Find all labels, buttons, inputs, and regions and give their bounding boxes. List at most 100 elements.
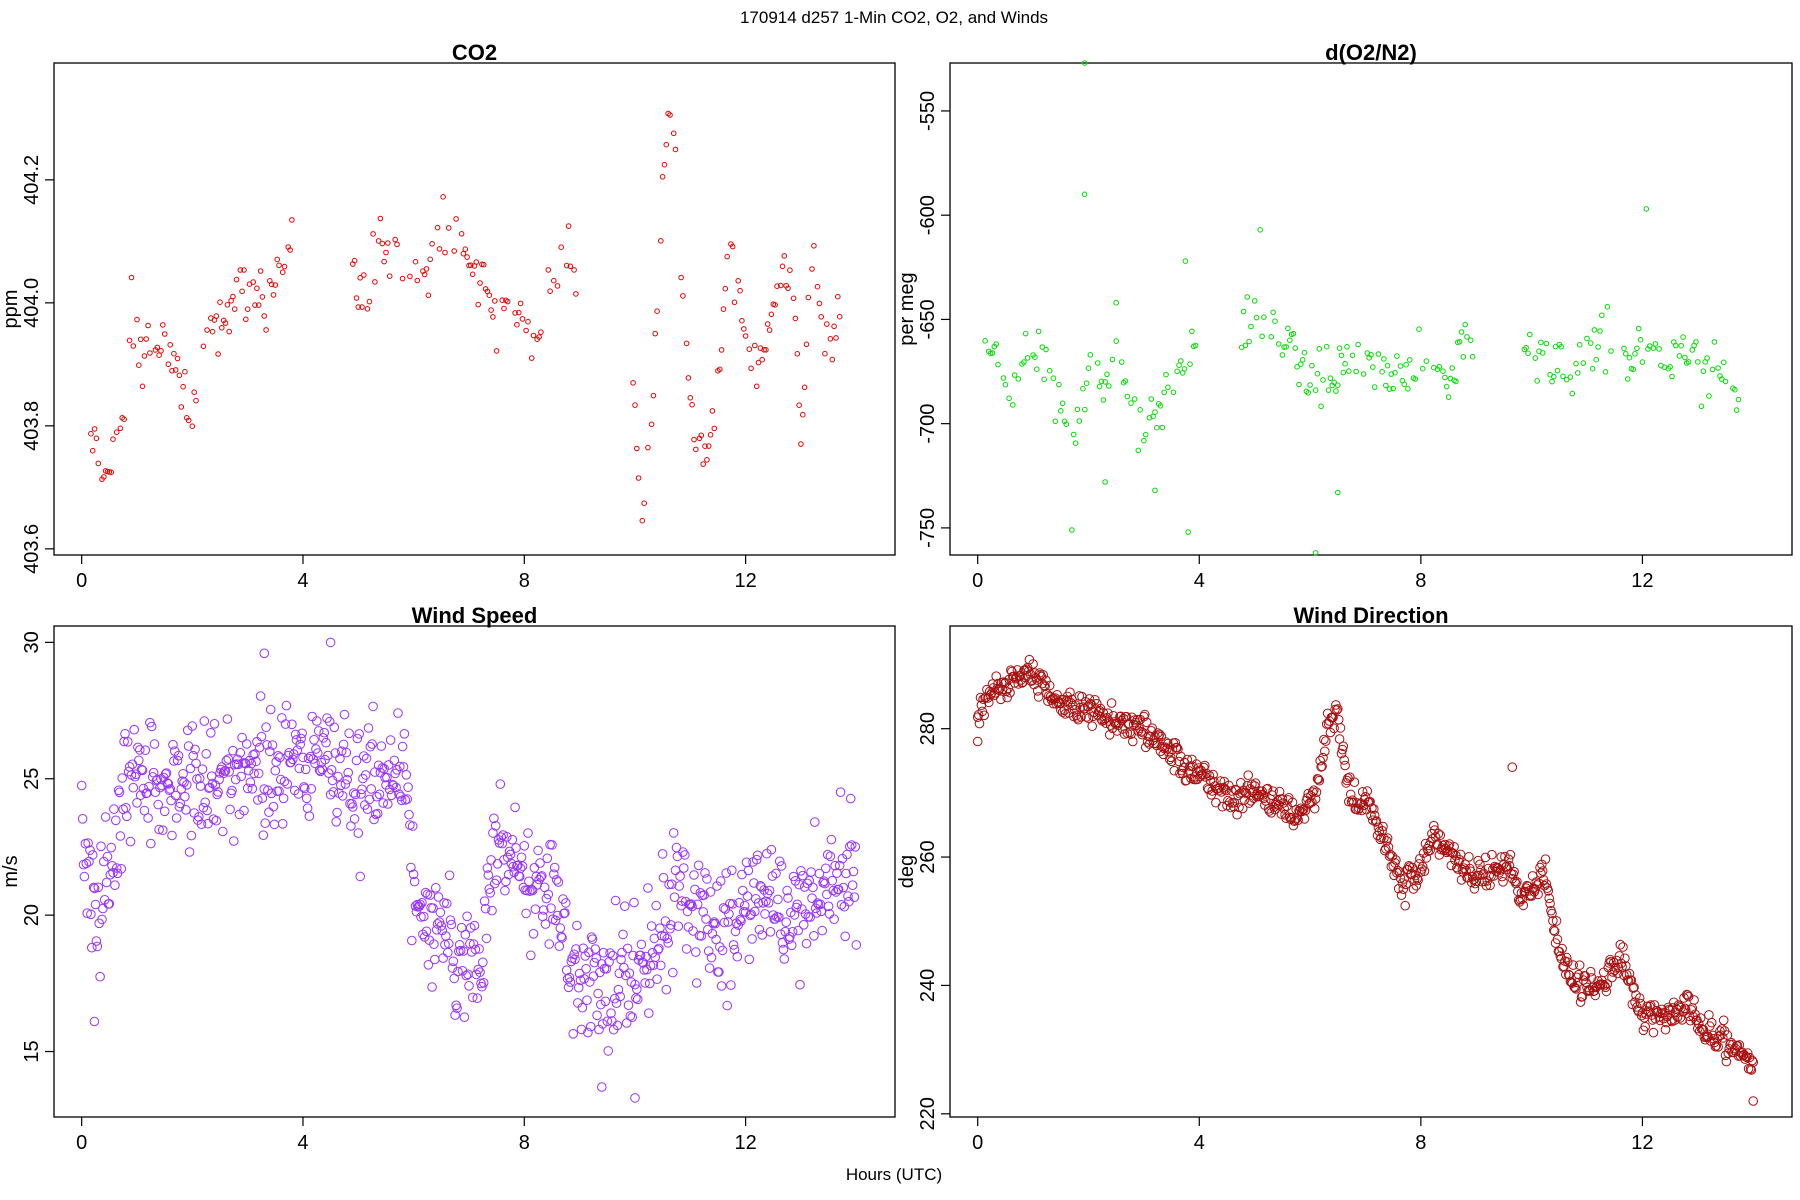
- data-point: [251, 756, 261, 767]
- data-point: [1620, 953, 1630, 964]
- data-point: [279, 776, 290, 787]
- data-point: [796, 402, 802, 409]
- data-point: [503, 869, 514, 880]
- data-point: [462, 246, 469, 252]
- data-point: [1058, 408, 1064, 414]
- data-point: [348, 788, 359, 798]
- data-point: [356, 789, 366, 799]
- data-point: [440, 194, 446, 200]
- data-point: [715, 876, 726, 886]
- data-point: [1335, 382, 1341, 389]
- data-point: [1514, 897, 1525, 907]
- data-point: [201, 749, 211, 759]
- data-point: [324, 716, 335, 727]
- data-point: [1163, 371, 1169, 378]
- panel-wind-direction-x-tick-label: 12: [1631, 1132, 1653, 1154]
- data-point: [1747, 1055, 1758, 1066]
- data-point: [218, 826, 228, 837]
- panel-wind-speed-frame: [53, 625, 896, 1118]
- data-point: [146, 721, 157, 732]
- data-point: [102, 851, 113, 862]
- data-point: [1436, 363, 1443, 370]
- data-point: [1403, 361, 1409, 368]
- data-point: [612, 1020, 623, 1031]
- data-point: [521, 908, 531, 919]
- data-point: [1309, 785, 1319, 796]
- data-point: [1602, 369, 1609, 375]
- data-point: [372, 279, 378, 285]
- data-point: [496, 832, 507, 843]
- data-point: [217, 299, 223, 306]
- data-point: [693, 446, 699, 453]
- data-point: [1430, 832, 1441, 842]
- data-point: [728, 940, 739, 950]
- data-point: [1601, 986, 1612, 997]
- data-point: [632, 402, 638, 408]
- data-point: [446, 919, 457, 930]
- data-point: [427, 982, 437, 992]
- shared-x-axis-label: Hours (UTC): [846, 1165, 942, 1184]
- data-point: [1673, 1000, 1684, 1010]
- data-point: [763, 347, 769, 353]
- data-point: [654, 943, 664, 954]
- data-point: [261, 722, 271, 733]
- data-point: [1563, 376, 1570, 383]
- data-point: [366, 784, 377, 794]
- data-point: [357, 275, 364, 281]
- data-point: [442, 898, 452, 909]
- data-point: [1366, 810, 1376, 821]
- data-point: [312, 716, 322, 726]
- data-point: [636, 939, 647, 950]
- data-point: [1144, 739, 1155, 749]
- data-point: [273, 751, 283, 761]
- data-point: [189, 423, 196, 430]
- data-point: [1085, 365, 1092, 372]
- data-point: [1022, 330, 1029, 337]
- data-point: [407, 821, 418, 831]
- data-point: [1748, 1057, 1758, 1067]
- data-point: [807, 893, 817, 904]
- data-point: [229, 836, 239, 846]
- data-point: [1329, 723, 1339, 734]
- data-point: [100, 812, 111, 822]
- data-point: [818, 877, 828, 888]
- data-point: [798, 441, 804, 447]
- data-point: [547, 840, 557, 850]
- data-point: [1354, 803, 1364, 814]
- data-point: [276, 262, 282, 269]
- data-point: [310, 758, 320, 769]
- data-point: [1248, 323, 1254, 330]
- data-point: [1142, 431, 1149, 438]
- data-point: [241, 267, 247, 273]
- data-point: [480, 261, 487, 268]
- data-point: [757, 930, 768, 940]
- data-point: [166, 795, 176, 806]
- data-point: [1368, 815, 1378, 826]
- data-point: [1645, 1000, 1656, 1010]
- data-point: [1693, 1023, 1703, 1034]
- data-point: [1458, 329, 1465, 335]
- data-point: [598, 947, 609, 958]
- panel-co2-x-tick-label: 0: [76, 570, 87, 592]
- data-point: [829, 914, 839, 925]
- data-point: [1052, 418, 1059, 425]
- data-point: [795, 979, 805, 990]
- data-point: [355, 304, 362, 310]
- data-point: [296, 733, 306, 744]
- panel-wind-direction: Wind Direction deg 0 4 8 12 220 240 260 280: [896, 603, 1793, 1154]
- data-point: [1666, 1015, 1676, 1026]
- data-point: [262, 740, 272, 750]
- data-point: [246, 758, 257, 769]
- data-point: [344, 728, 354, 739]
- data-point: [818, 314, 825, 320]
- panel-wind-direction-x-tick-label: 8: [1415, 1132, 1426, 1154]
- data-point: [376, 741, 387, 751]
- data-point: [546, 903, 556, 914]
- data-point: [1383, 382, 1389, 389]
- data-point: [1174, 368, 1180, 375]
- data-point: [1257, 786, 1267, 797]
- data-point: [732, 951, 743, 962]
- data-point: [1109, 717, 1120, 727]
- data-point: [779, 263, 786, 270]
